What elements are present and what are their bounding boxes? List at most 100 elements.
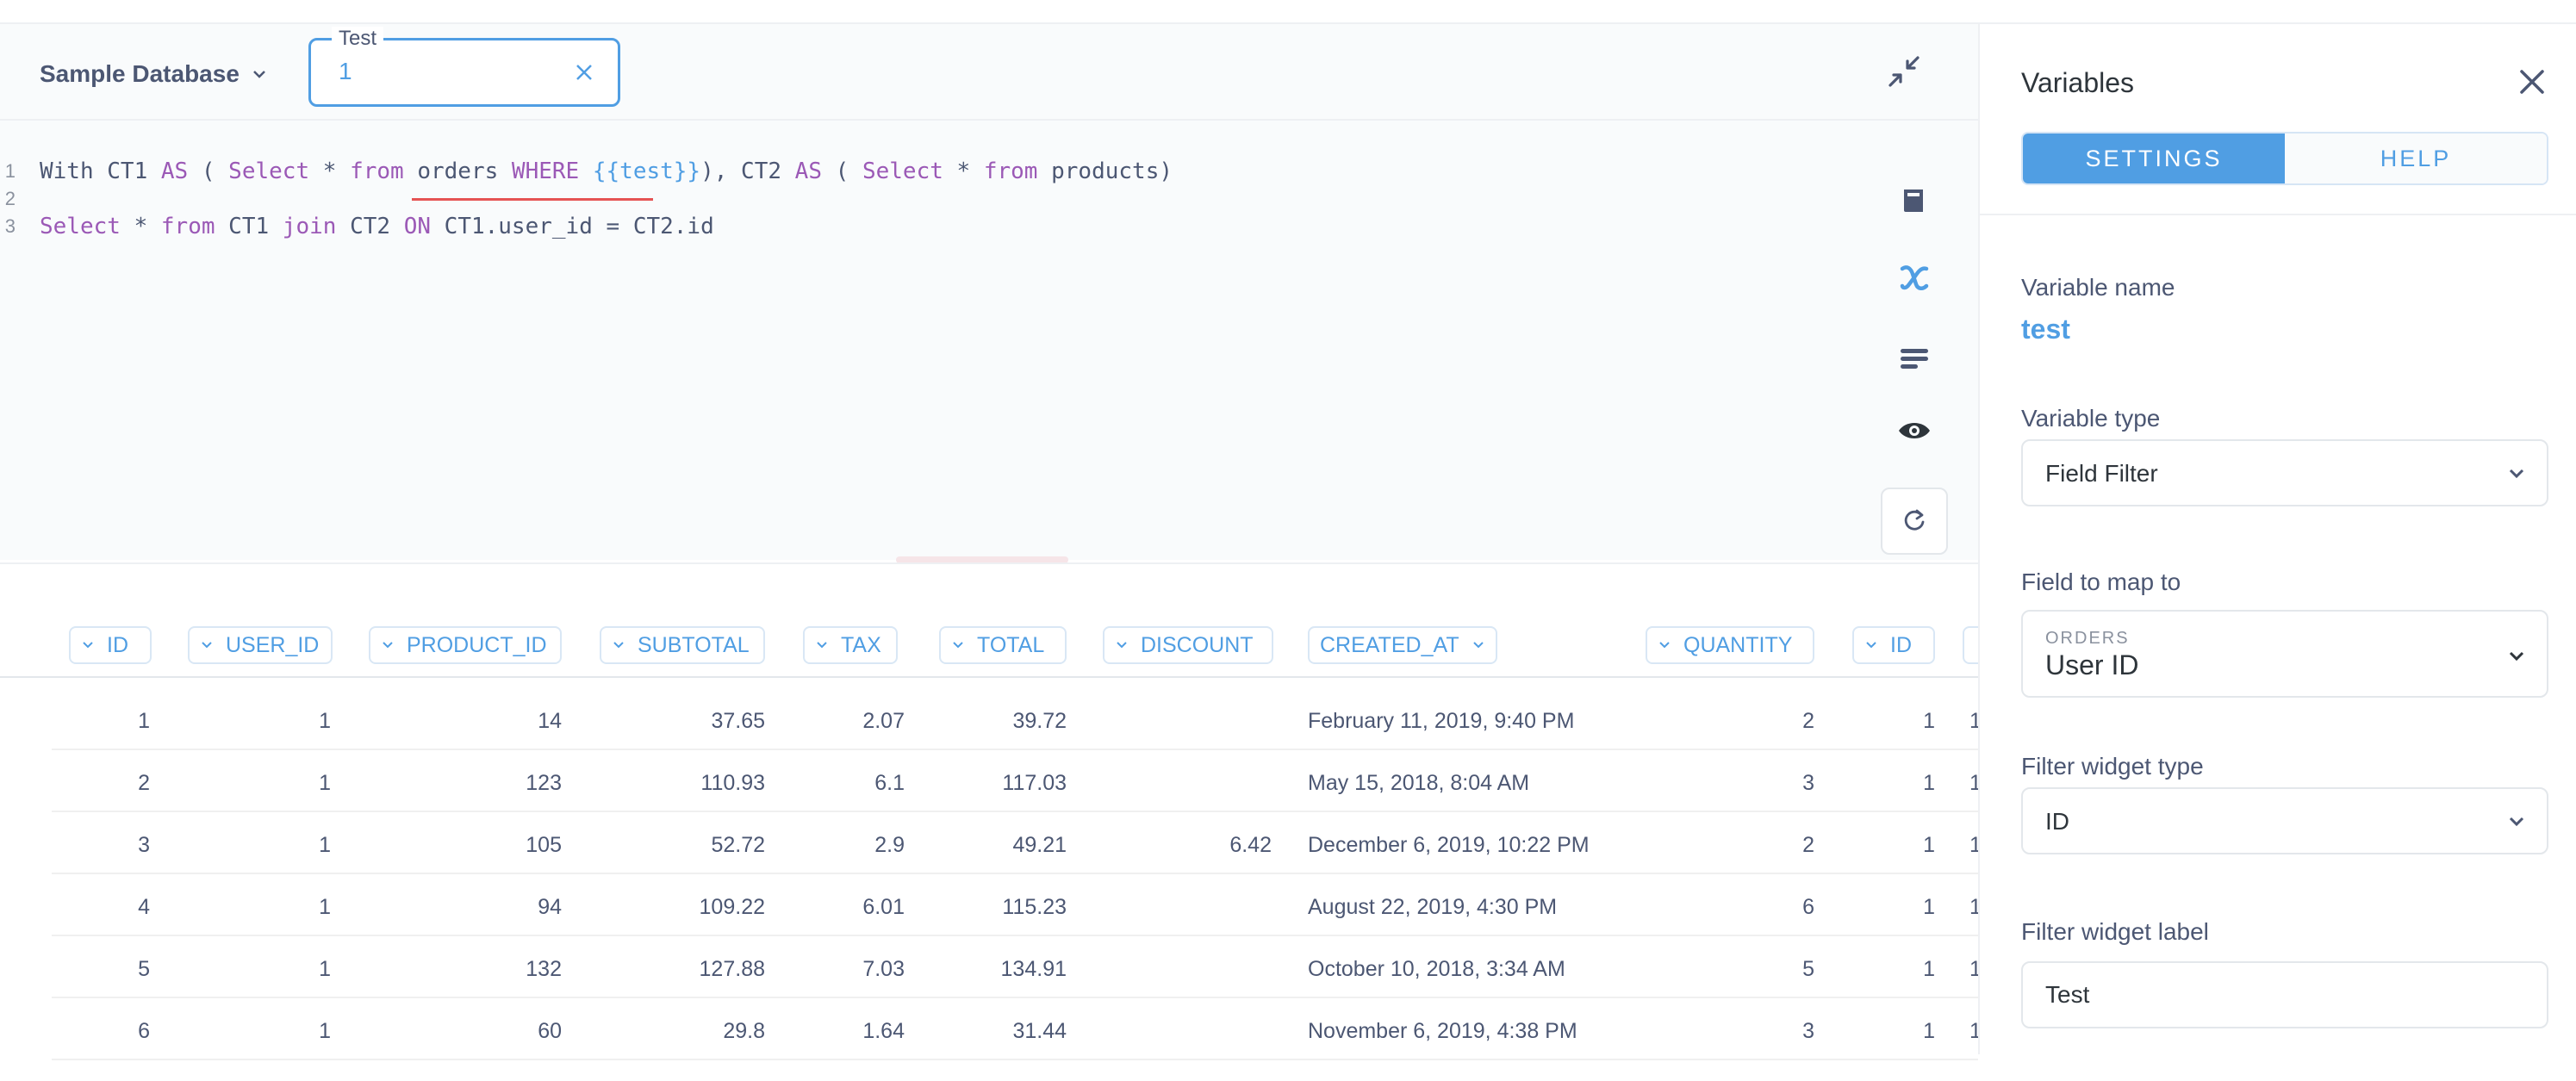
table-cell[interactable]: 6.01 bbox=[862, 895, 905, 919]
code-line-3[interactable]: Select * from CT1 join CT2 ON CT1.user_i… bbox=[40, 214, 714, 239]
table-cell[interactable]: 4 bbox=[138, 895, 150, 919]
row-divider bbox=[52, 749, 1978, 750]
column-header-id-2[interactable]: ID bbox=[1852, 626, 1935, 664]
table-cell[interactable]: 2 bbox=[1802, 833, 1814, 857]
filter-widget-label-input[interactable] bbox=[2021, 961, 2548, 1028]
table-cell[interactable]: 134.91 bbox=[1000, 957, 1067, 981]
table-cell[interactable]: October 10, 2018, 3:34 AM bbox=[1308, 957, 1565, 981]
table-cell[interactable]: 60 bbox=[538, 1019, 562, 1043]
column-header-quantity[interactable]: QUANTITY bbox=[1646, 626, 1814, 664]
header-divider bbox=[0, 676, 1978, 678]
data-reference-button[interactable] bbox=[1895, 183, 1933, 221]
table-cell[interactable]: 1 bbox=[1923, 771, 1935, 795]
column-header-product-id[interactable]: PRODUCT_ID bbox=[369, 626, 562, 664]
variable-name-label: Variable name bbox=[2021, 274, 2175, 301]
table-cell[interactable]: 3 bbox=[1802, 1019, 1814, 1043]
table-cell[interactable]: 3 bbox=[138, 833, 150, 857]
sql-editor[interactable]: 1 2 3 With CT1 AS ( Select * from orders… bbox=[0, 121, 1978, 560]
table-cell[interactable]: 1 bbox=[138, 709, 150, 733]
field-to-map-label: Field to map to bbox=[2021, 568, 2181, 595]
top-bar bbox=[0, 0, 2576, 24]
table-cell[interactable]: 115.23 bbox=[1002, 895, 1067, 919]
table-cell[interactable]: 6.1 bbox=[874, 771, 905, 795]
table-cell[interactable]: 2.9 bbox=[874, 833, 905, 857]
table-cell[interactable]: 1 bbox=[319, 957, 331, 981]
table-cell[interactable]: 109.22 bbox=[699, 895, 765, 919]
row-divider bbox=[52, 811, 1978, 812]
table-cell[interactable]: 105 bbox=[526, 833, 562, 857]
table-cell[interactable]: 29.8 bbox=[723, 1019, 765, 1043]
tab-help[interactable]: HELP bbox=[2285, 134, 2547, 183]
chevron-down-icon bbox=[613, 642, 624, 649]
filter-widget-type-select[interactable]: ID bbox=[2021, 787, 2548, 854]
tab-settings[interactable]: SETTINGS bbox=[2023, 134, 2285, 183]
table-cell[interactable]: 1 bbox=[319, 833, 331, 857]
table-cell[interactable]: 1 bbox=[1923, 895, 1935, 919]
eye-icon bbox=[1899, 423, 1930, 438]
clear-icon[interactable] bbox=[573, 61, 595, 84]
column-header-user-id[interactable]: USER_ID bbox=[188, 626, 333, 664]
collapse-editor-icon[interactable] bbox=[1887, 54, 1921, 89]
editor-toolbar: Sample Database Test 1 bbox=[0, 24, 1978, 121]
column-header-total[interactable]: TOTAL bbox=[939, 626, 1067, 664]
results-table: ID USER_ID PRODUCT_ID SUBTOTAL TAX TOTAL… bbox=[0, 562, 1997, 1081]
table-cell[interactable]: 6 bbox=[1802, 895, 1814, 919]
table-cell[interactable]: 2 bbox=[1802, 709, 1814, 733]
chevron-down-icon bbox=[202, 642, 212, 649]
table-cell[interactable]: 94 bbox=[538, 895, 562, 919]
database-picker[interactable]: Sample Database bbox=[40, 57, 267, 91]
close-icon[interactable] bbox=[2517, 67, 2547, 96]
table-cell[interactable]: 1 bbox=[319, 895, 331, 919]
table-cell[interactable]: 6 bbox=[138, 1019, 150, 1043]
table-cell[interactable]: 14 bbox=[538, 709, 562, 733]
table-cell[interactable]: 1.64 bbox=[862, 1019, 905, 1043]
table-cell[interactable]: 117.03 bbox=[1002, 771, 1067, 795]
table-cell[interactable]: 31.44 bbox=[1012, 1019, 1067, 1043]
column-header-created-at[interactable]: CREATED_AT bbox=[1308, 626, 1497, 664]
snippets-button[interactable] bbox=[1895, 339, 1933, 377]
parameter-widget-test[interactable]: Test 1 bbox=[308, 27, 620, 107]
table-cell[interactable]: 5 bbox=[1802, 957, 1814, 981]
table-cell[interactable]: 1 bbox=[319, 771, 331, 795]
variables-button[interactable] bbox=[1895, 258, 1933, 296]
column-header-subtotal[interactable]: SUBTOTAL bbox=[600, 626, 765, 664]
snippet-icon bbox=[1901, 349, 1928, 369]
preview-query-button[interactable] bbox=[1895, 412, 1933, 450]
table-cell[interactable]: 6.42 bbox=[1229, 833, 1272, 857]
table-cell[interactable]: May 15, 2018, 8:04 AM bbox=[1308, 771, 1530, 795]
table-cell[interactable]: 2 bbox=[138, 771, 150, 795]
variable-type-select[interactable]: Field Filter bbox=[2021, 439, 2548, 506]
run-query-button[interactable] bbox=[1881, 488, 1948, 555]
table-cell[interactable]: 132 bbox=[526, 957, 562, 981]
editor-resize-handle[interactable] bbox=[896, 556, 1068, 563]
table-cell[interactable]: 39.72 bbox=[1012, 709, 1067, 733]
code-line-1[interactable]: With CT1 AS ( Select * from orders WHERE… bbox=[40, 158, 1173, 184]
parameter-value[interactable]: 1 bbox=[339, 58, 352, 84]
table-cell[interactable]: 52.72 bbox=[711, 833, 765, 857]
field-to-map-select[interactable]: ORDERS User ID bbox=[2021, 610, 2548, 698]
table-cell[interactable]: 1 bbox=[1923, 957, 1935, 981]
table-cell[interactable]: December 6, 2019, 10:22 PM bbox=[1308, 833, 1590, 857]
table-cell[interactable]: 127.88 bbox=[699, 957, 765, 981]
table-cell[interactable]: 5 bbox=[138, 957, 150, 981]
table-cell[interactable]: 1 bbox=[1923, 1019, 1935, 1043]
table-cell[interactable]: August 22, 2019, 4:30 PM bbox=[1308, 895, 1558, 919]
chevron-down-icon bbox=[383, 642, 393, 649]
table-cell[interactable]: 123 bbox=[526, 771, 562, 795]
column-header-tax[interactable]: TAX bbox=[803, 626, 898, 664]
table-cell[interactable]: November 6, 2019, 4:38 PM bbox=[1308, 1019, 1577, 1043]
table-cell[interactable]: 1 bbox=[319, 709, 331, 733]
table-cell[interactable]: 110.93 bbox=[700, 771, 765, 795]
table-cell[interactable]: 2.07 bbox=[862, 709, 905, 733]
table-cell[interactable]: 7.03 bbox=[862, 957, 905, 981]
table-cell[interactable]: February 11, 2019, 9:40 PM bbox=[1308, 709, 1575, 733]
table-cell[interactable]: 37.65 bbox=[711, 709, 765, 733]
table-cell[interactable]: 49.21 bbox=[1012, 833, 1067, 857]
column-header-discount[interactable]: DISCOUNT bbox=[1103, 626, 1273, 664]
table-cell[interactable]: 3 bbox=[1802, 771, 1814, 795]
table-cell[interactable]: 1 bbox=[1923, 709, 1935, 733]
table-cell[interactable]: 1 bbox=[1923, 833, 1935, 857]
panel-divider bbox=[1980, 214, 2576, 215]
table-cell[interactable]: 1 bbox=[319, 1019, 331, 1043]
column-header-id[interactable]: ID bbox=[69, 626, 152, 664]
